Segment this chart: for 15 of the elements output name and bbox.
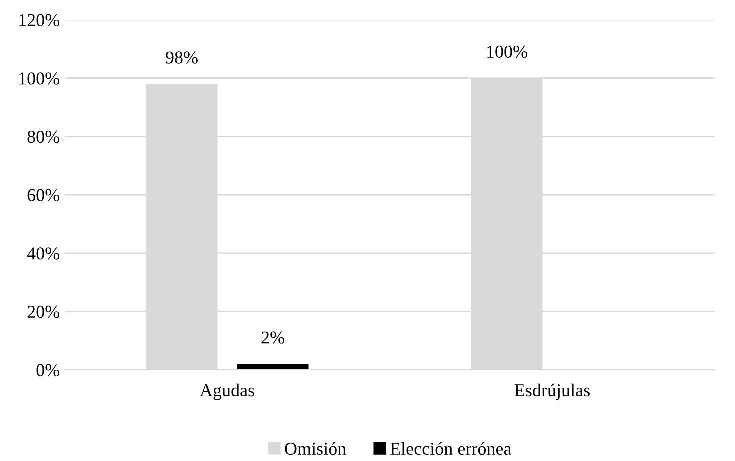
bar: [237, 364, 309, 370]
y-tick-label: 60%: [28, 189, 60, 202]
data-label: 100%: [488, 46, 528, 58]
legend-label: Elección errónea: [390, 442, 512, 456]
y-tick-label: 40%: [27, 248, 60, 260]
data-label: 2%: [262, 332, 284, 344]
y-tick-label: 20%: [28, 306, 60, 318]
data-label: 98%: [166, 52, 198, 64]
y-tick-label: 0%: [36, 364, 60, 376]
legend-label: Omisión: [285, 442, 346, 456]
y-tick-label: 120%: [20, 14, 60, 26]
y-tick-label: 80%: [28, 130, 60, 144]
y-tick-label: 100%: [20, 72, 60, 85]
x-tick-label: Agudas: [200, 384, 254, 400]
x-tick-label: Esdrújulas: [514, 384, 590, 400]
